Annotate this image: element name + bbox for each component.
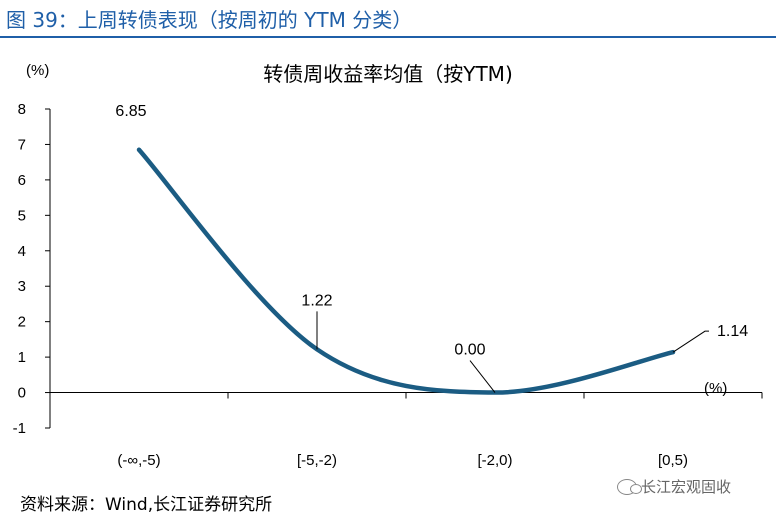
chart-title: 转债周收益率均值（按YTM) xyxy=(263,62,513,86)
data-label-leader xyxy=(469,360,496,393)
data-point xyxy=(137,147,141,152)
data-label-leader xyxy=(672,330,709,353)
watermark: 长江宏观固收 xyxy=(617,476,731,497)
x-tick-label: [-5,-2) xyxy=(297,452,337,469)
wechat-icon xyxy=(617,478,642,495)
x-tick-label: [0,5) xyxy=(658,452,688,469)
data-label: 0.00 xyxy=(454,342,485,359)
y-tick-label: 6 xyxy=(18,172,26,189)
data-label: 6.85 xyxy=(115,103,146,120)
data-label: 1.14 xyxy=(717,323,748,340)
y-tick-label: 7 xyxy=(18,136,26,153)
y-tick-label: 2 xyxy=(18,314,26,331)
source-note: 资料来源：Wind,长江证券研究所 xyxy=(20,495,273,515)
y-tick-label: 8 xyxy=(18,101,26,118)
y-tick-label: -1 xyxy=(13,420,26,437)
y-axis-unit: (%) xyxy=(26,62,50,79)
y-tick-label: 0 xyxy=(18,385,26,402)
x-tick-label: (-∞,-5) xyxy=(117,452,160,469)
data-label: 1.22 xyxy=(301,292,332,309)
y-tick-label: 1 xyxy=(18,349,26,366)
watermark-text: 长江宏观固收 xyxy=(641,478,732,496)
title-rule xyxy=(0,36,776,38)
y-tick-label: 5 xyxy=(18,207,26,224)
series-line xyxy=(136,147,676,395)
figure-title: 图 39：上周转债表现（按周初的 YTM 分类） xyxy=(6,8,413,32)
y-tick-label: 4 xyxy=(18,243,26,260)
x-tick-label: [-2,0) xyxy=(477,452,512,469)
y-tick-label: 3 xyxy=(18,278,26,295)
